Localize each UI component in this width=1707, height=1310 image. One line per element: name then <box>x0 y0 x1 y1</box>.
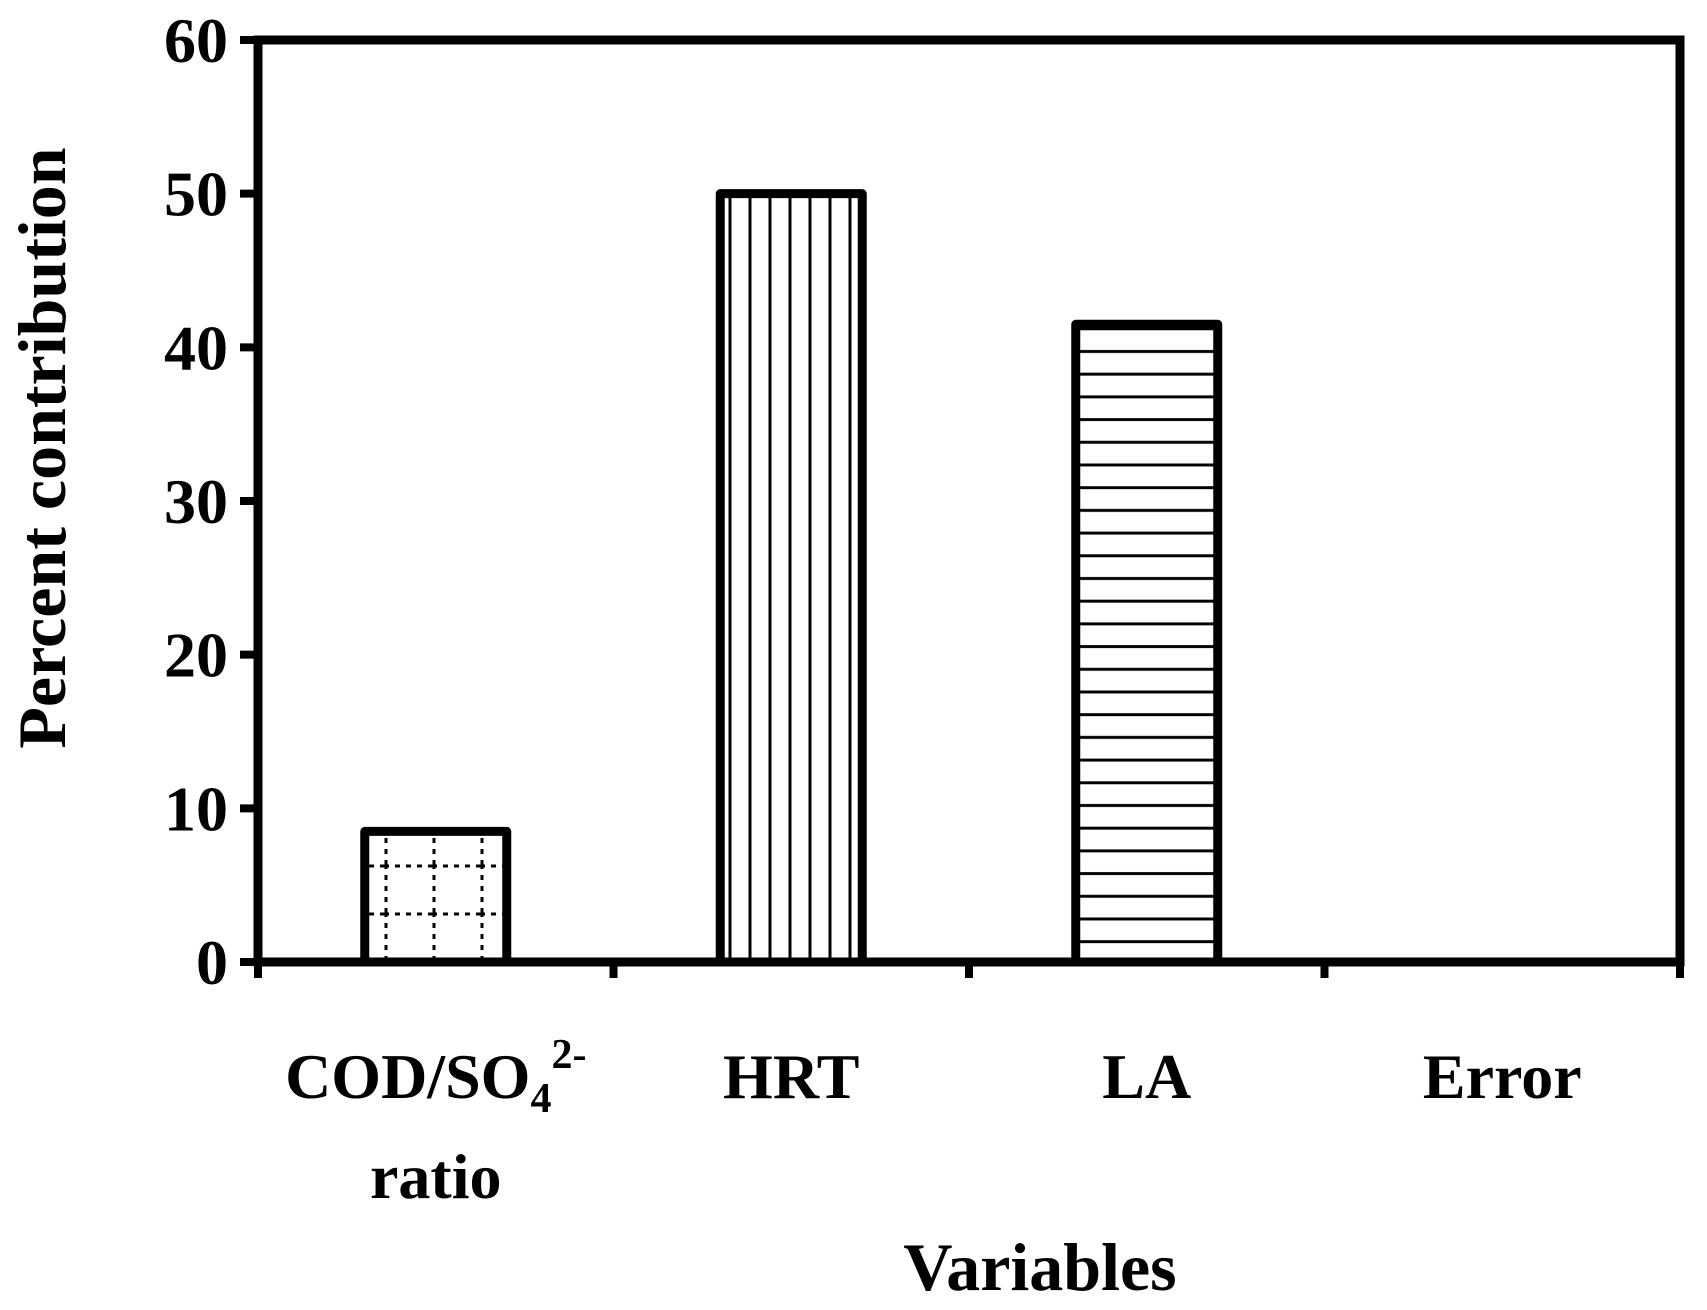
bars-group <box>360 189 1223 967</box>
y-tick-label-10: 10 <box>164 773 228 844</box>
y-tick-label-0: 0 <box>196 927 228 998</box>
y-tick-label-30: 30 <box>164 466 228 537</box>
x-category-label-2: LA <box>1102 1041 1191 1112</box>
x-category-label-3: Error <box>1423 1041 1582 1112</box>
bar-0 <box>360 826 512 967</box>
x-axis: COD/SO42- ratio HRT LA Error <box>254 962 1684 1212</box>
x-axis-title: Variables <box>903 1229 1176 1305</box>
plot-frame <box>253 35 1685 967</box>
y-axis: 0 10 20 30 40 50 60 <box>164 5 258 998</box>
y-tick-label-60: 60 <box>164 5 228 76</box>
plot-border <box>253 35 1685 967</box>
x-category-label-0: COD/SO42- <box>285 1032 586 1122</box>
bar-1 <box>715 189 867 967</box>
y-axis-title: Percent contribution <box>4 147 80 748</box>
bar-2 <box>1071 319 1223 967</box>
y-tick-label-20: 20 <box>164 620 228 691</box>
y-tick-label-50: 50 <box>164 159 228 230</box>
y-tick-label-40: 40 <box>164 312 228 383</box>
x-category-label-1: HRT <box>723 1041 859 1112</box>
x-category-label-0-line2: ratio <box>370 1141 502 1212</box>
